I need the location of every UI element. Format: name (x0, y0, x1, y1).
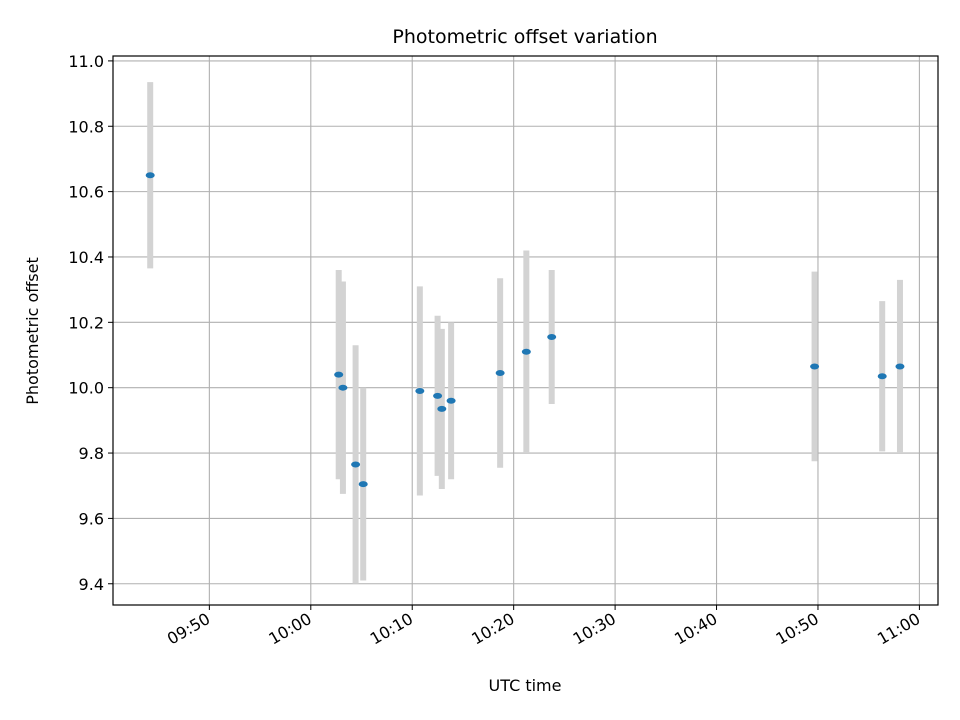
y-tick-label: 9.8 (79, 444, 104, 463)
y-tick-label: 9.4 (79, 575, 104, 594)
y-axis-ticks: 9.4 9.6 9.8 10.0 10.2 10.4 10.6 10.8 11.0 (68, 52, 113, 594)
y-tick-label: 10.2 (68, 313, 104, 332)
data-point (521, 348, 531, 355)
data-point (495, 369, 505, 376)
data-points (145, 172, 905, 488)
data-point (338, 384, 348, 391)
x-axis-label: UTC time (489, 676, 562, 695)
y-axis-label: Photometric offset (23, 257, 42, 405)
y-tick-label: 11.0 (68, 52, 104, 71)
y-tick-label: 10.6 (68, 183, 104, 202)
plot-frame (112, 55, 939, 606)
y-tick-label: 10.4 (68, 248, 104, 267)
data-point (334, 371, 344, 378)
data-point (358, 481, 368, 488)
y-tick-label: 9.6 (79, 509, 104, 528)
y-tick-label: 10.0 (68, 379, 104, 398)
data-point (446, 397, 456, 404)
data-point (351, 461, 361, 468)
data-point (877, 373, 887, 380)
chart-title: Photometric offset variation (392, 26, 657, 48)
y-tick-label: 10.8 (68, 117, 104, 136)
data-point (433, 392, 443, 399)
data-point (145, 172, 155, 179)
data-point (437, 405, 447, 412)
data-point (895, 363, 905, 370)
data-point (547, 334, 557, 341)
data-point (810, 363, 820, 370)
data-point (415, 387, 425, 394)
